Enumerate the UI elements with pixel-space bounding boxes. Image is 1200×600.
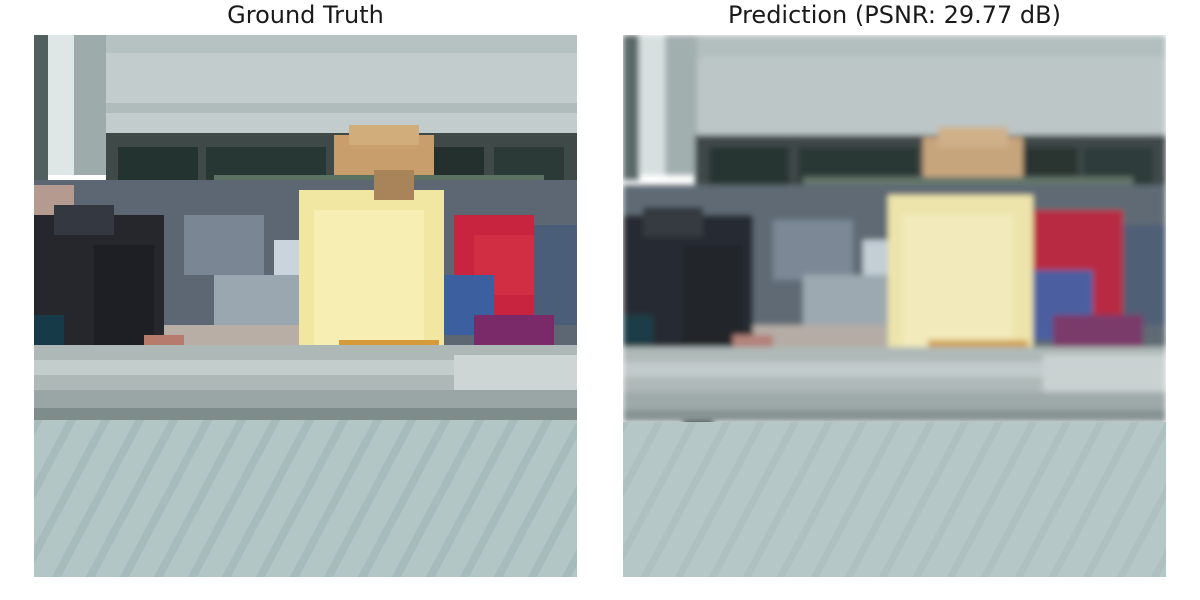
ground-truth-title: Ground Truth <box>227 1 384 29</box>
prediction-title: Prediction (PSNR: 29.77 dB) <box>728 1 1061 29</box>
prediction-panel: Prediction (PSNR: 29.77 dB) <box>623 0 1166 600</box>
ground-truth-image <box>34 35 577 577</box>
ground-truth-panel: Ground Truth <box>34 0 577 600</box>
prediction-image <box>623 35 1166 577</box>
